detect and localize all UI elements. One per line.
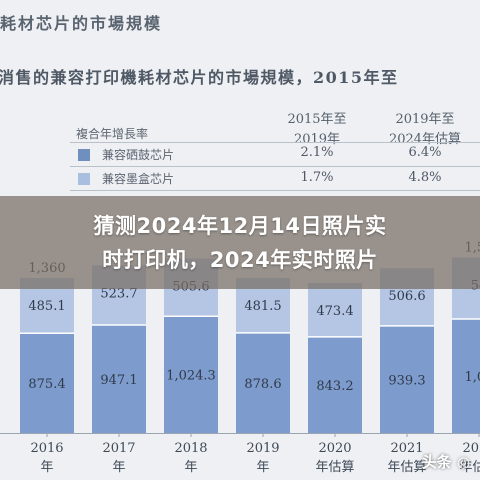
- cropped-title-top: 耗材芯片的市場規模: [0, 14, 163, 33]
- headline-banner: 猜测2024年12月14日照片实 时打印机，2024年实时照片: [0, 196, 480, 289]
- x-tick-label-suffix: 年: [256, 460, 269, 475]
- bar-segment-toner-chip: [308, 336, 362, 433]
- data-label-ink: 473.4: [316, 304, 353, 319]
- watermark-text: 头条: [421, 453, 452, 471]
- data-label-toner: 878.6: [244, 377, 281, 392]
- table-row-label: 兼容硒鼓芯片: [102, 148, 175, 162]
- x-tick-label-suffix: 年: [112, 460, 125, 475]
- watermark-mark-icon: ◎: [456, 453, 470, 471]
- table-divider: [70, 142, 480, 143]
- x-tick-label-suffix: 年: [184, 460, 197, 475]
- legend-swatch-selenium: [78, 149, 90, 161]
- data-label-toner: 1,00: [465, 370, 480, 385]
- data-label-ink: 523.7: [100, 286, 137, 301]
- bar-segment-toner-chip: [236, 332, 290, 433]
- col-header-2019-2024: 2019年至 2024年估算: [370, 110, 480, 150]
- bar-segment-toner-chip: [20, 333, 74, 433]
- x-tick-label-year: 2016: [30, 441, 63, 456]
- data-label-toner: 1,024.3: [166, 369, 216, 384]
- x-tick-label-year: 2019: [246, 441, 279, 456]
- col-header-line-1: 2015年至: [287, 112, 347, 127]
- col-header-line-2: 2019年: [293, 132, 341, 147]
- bar-segment-toner-chip: [452, 319, 480, 433]
- x-tick-label-year: 2017: [102, 441, 135, 456]
- x-tick-label-suffix: 年: [40, 460, 53, 475]
- x-tick-label-year: 2020: [318, 441, 351, 456]
- data-label-toner: 843.2: [316, 379, 353, 394]
- headline-line-1: 猜测2024年12月14日照片实: [93, 214, 387, 238]
- x-tick-label-suffix: 年估算: [387, 460, 426, 475]
- x-tick-label-year: 2022: [462, 441, 480, 456]
- data-label-ink: 481.5: [244, 299, 281, 314]
- headline-line-2: 时打印机，2024年实时照片: [102, 248, 378, 272]
- data-label-toner: 875.4: [28, 377, 65, 392]
- col-header-line-2: 2024年估算: [388, 132, 462, 147]
- data-label-ink: 506.6: [388, 289, 425, 304]
- x-tick-label-year: 2021: [390, 441, 423, 456]
- chart-title: 消售的兼容打印機耗材芯片的市場規模，2015年至: [0, 68, 399, 87]
- table-cell: 6.4%: [408, 145, 442, 160]
- table-header-cagr: 複合年增長率: [76, 127, 149, 141]
- table-row-label: 兼容墨盒芯片: [102, 172, 175, 186]
- data-label-toner: 947.1: [100, 373, 137, 388]
- table-cell: 4.8%: [408, 170, 442, 185]
- data-label-toner: 939.3: [388, 373, 425, 388]
- col-header-2015-2019: 2015年至 2019年: [262, 110, 372, 150]
- col-header-line-1: 2019年至: [395, 112, 455, 127]
- watermark-logo: 头条 ◎: [422, 451, 470, 472]
- bar-segment-ink-chip: [308, 282, 362, 337]
- x-tick-label-suffix: 年估算: [315, 460, 354, 475]
- bar-segment-toner-chip: [164, 316, 218, 433]
- table-divider: [70, 190, 480, 191]
- table-cell: 1.7%: [300, 170, 334, 185]
- data-label-ink: 485.1: [28, 299, 65, 314]
- x-tick-label-year: 2018: [174, 441, 207, 456]
- bar-segment-toner-chip: [380, 325, 434, 433]
- x-tick-label-suffix: 年估算: [459, 460, 480, 475]
- bar-segment-toner-chip: [92, 325, 146, 433]
- legend-swatch-ink: [78, 173, 90, 185]
- table-cell: 2.1%: [300, 145, 334, 160]
- table-divider: [70, 166, 480, 167]
